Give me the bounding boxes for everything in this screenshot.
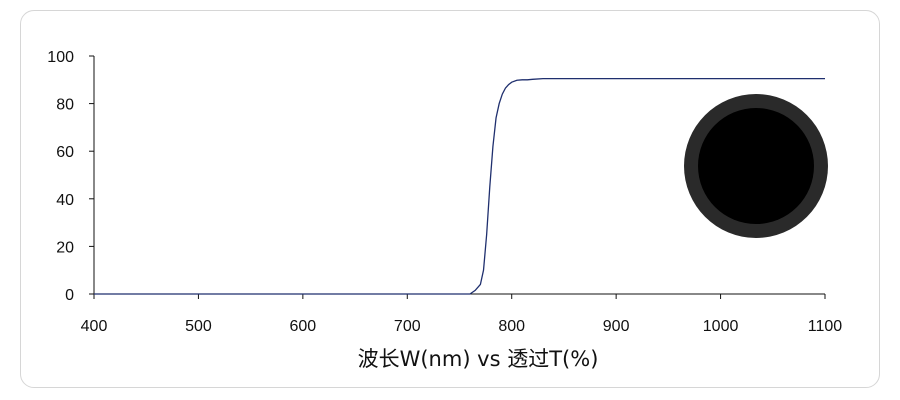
- x-tick-label: 400: [81, 318, 108, 335]
- y-tick-label: 0: [65, 287, 74, 304]
- x-tick-label: 1100: [808, 318, 843, 335]
- y-tick-label: 60: [56, 144, 74, 161]
- filter-disc-inner: [698, 108, 814, 224]
- y-tick-label: 80: [56, 97, 74, 114]
- y-tick-label: 100: [47, 49, 74, 66]
- y-tick-label: 40: [56, 192, 74, 209]
- x-tick-label: 700: [394, 318, 421, 335]
- x-tick-label: 800: [498, 318, 525, 335]
- x-tick-label: 1000: [703, 318, 739, 335]
- x-tick-label: 600: [290, 318, 317, 335]
- x-tick-label: 500: [185, 318, 212, 335]
- x-tick-label: 900: [603, 318, 630, 335]
- chart-ticks: 0 20 40 60 80 100 400 500 600 700 800 900 1000 1100: [47, 49, 842, 335]
- x-axis-title: 波长W(nm) vs 透过T(%): [358, 347, 599, 371]
- y-tick-label: 20: [56, 239, 74, 256]
- transmission-line: [94, 77, 825, 295]
- filter-disc-icon: [684, 94, 828, 238]
